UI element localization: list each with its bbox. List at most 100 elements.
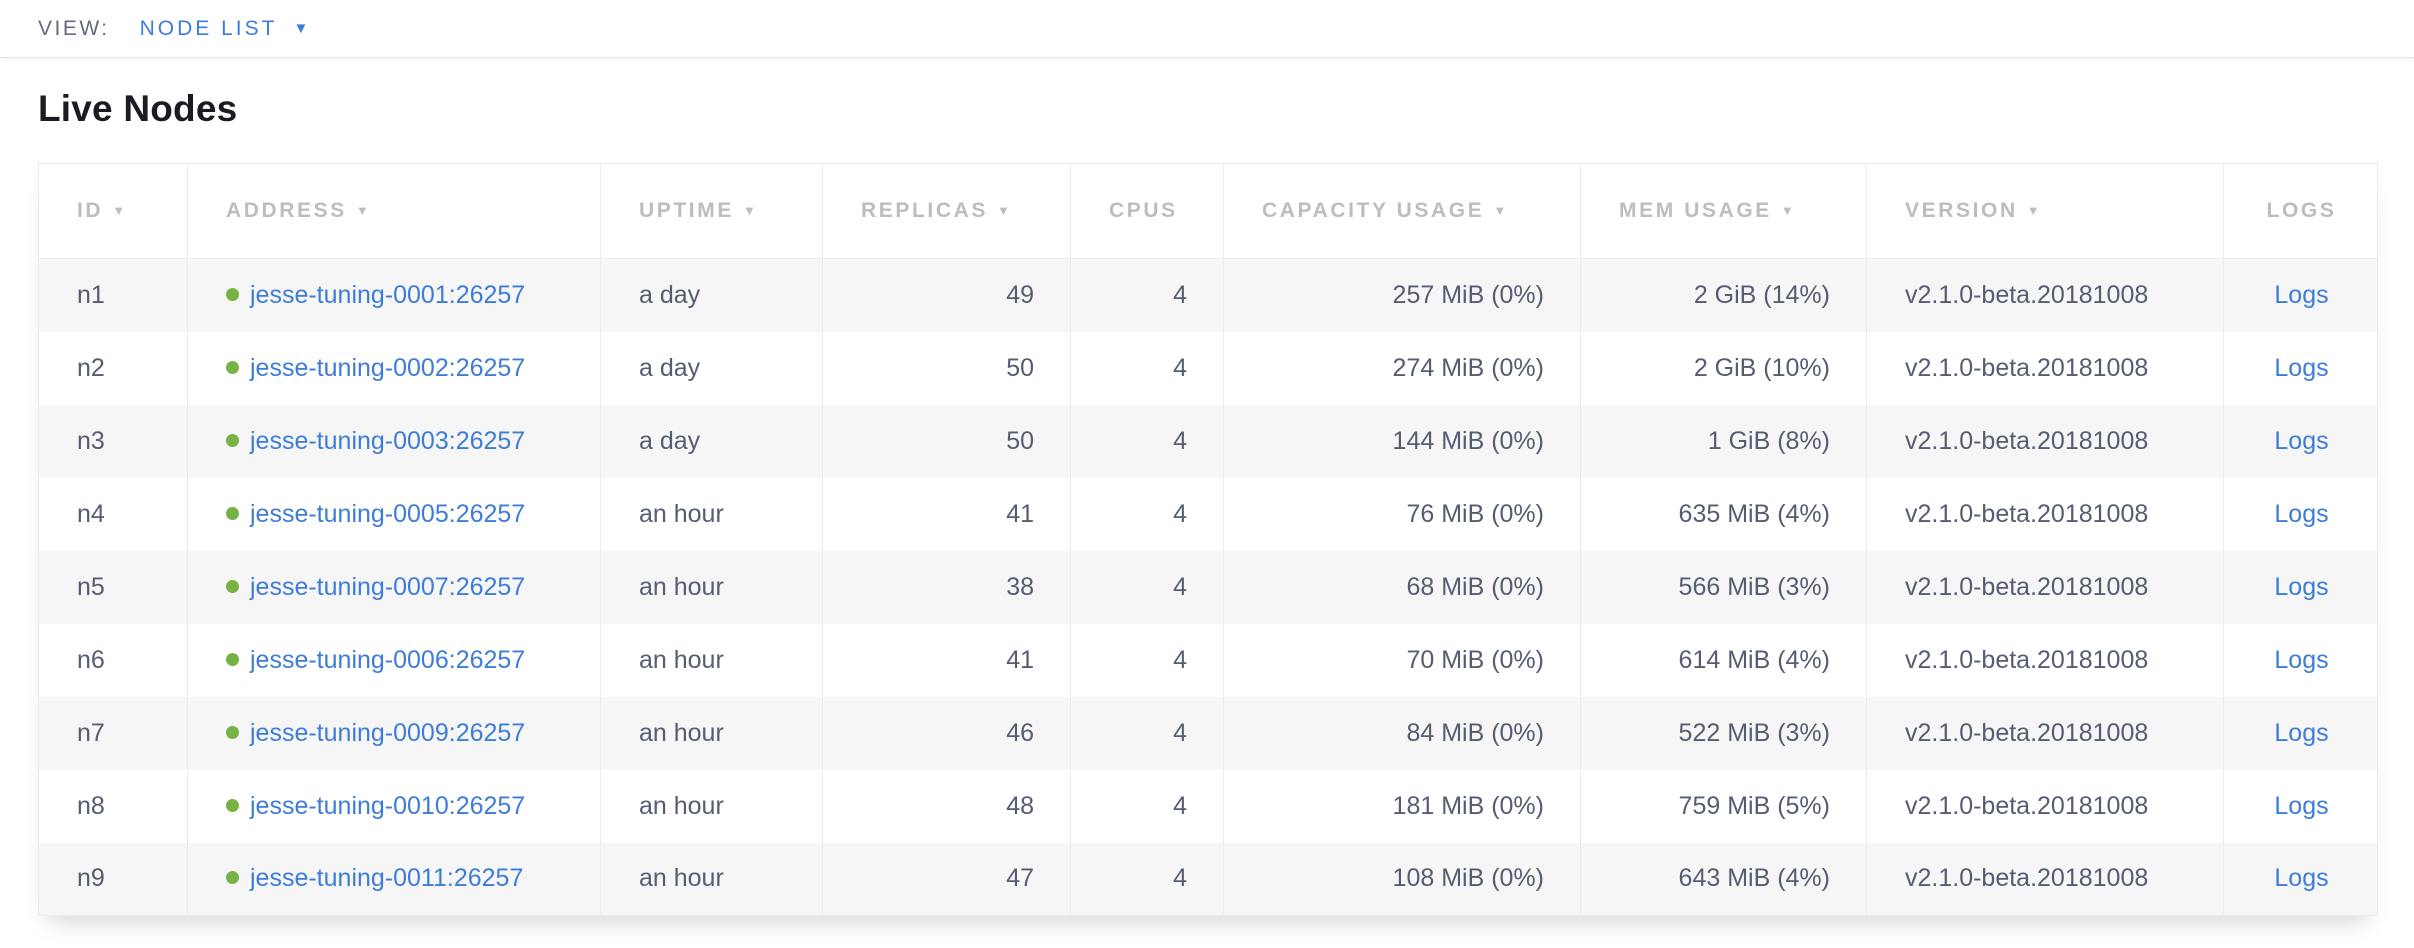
- sort-desc-icon: ▼: [112, 203, 128, 218]
- cell-mem: 522 MiB (3%): [1580, 696, 1867, 770]
- cell-uptime: an hour: [600, 842, 823, 916]
- logs-link[interactable]: Logs: [2274, 572, 2329, 601]
- node-address-link[interactable]: jesse-tuning-0010:26257: [250, 791, 526, 820]
- sort-desc-icon: ▼: [1493, 203, 1509, 218]
- cell-cpus: 4: [1070, 331, 1224, 405]
- cell-logs: Logs: [2223, 623, 2378, 697]
- node-address-link[interactable]: jesse-tuning-0005:26257: [250, 499, 526, 528]
- live-nodes-table: ID ▼ ADDRESS ▼ UPTIME ▼ REPLICAS ▼ CPUS CAPACITY …: [38, 163, 2378, 916]
- column-header-label: ID: [77, 199, 104, 222]
- logs-link[interactable]: Logs: [2274, 280, 2329, 309]
- node-address-link[interactable]: jesse-tuning-0001:26257: [250, 280, 526, 309]
- sort-desc-icon: ▼: [742, 203, 759, 218]
- cell-replicas: 50: [822, 331, 1071, 405]
- cell-uptime: an hour: [600, 477, 823, 551]
- cell-address: jesse-tuning-0011:26257: [187, 842, 601, 916]
- page-title: Live Nodes: [38, 88, 238, 129]
- cell-version: v2.1.0-beta.20181008: [1866, 258, 2224, 332]
- cell-cpus: 4: [1070, 842, 1224, 916]
- cell-id: n4: [77, 499, 105, 528]
- logs-link[interactable]: Logs: [2274, 645, 2329, 674]
- cell-version: v2.1.0-beta.20181008: [1866, 550, 2224, 624]
- logs-link[interactable]: Logs: [2274, 791, 2329, 820]
- column-header-label: ADDRESS: [226, 199, 347, 222]
- cell-capacity: 68 MiB (0%): [1223, 550, 1581, 624]
- cell-id: n7: [77, 718, 105, 747]
- node-address-link[interactable]: jesse-tuning-0006:26257: [250, 645, 526, 674]
- cell-cpus: 4: [1070, 404, 1224, 478]
- cell-capacity: 108 MiB (0%): [1223, 842, 1581, 916]
- node-healthy-status-icon: [226, 506, 239, 520]
- table-row: n5 jesse-tuning-0007:26257 an hour 38 4 68 Mi…: [38, 550, 2378, 624]
- cell-replicas: 41: [822, 623, 1071, 697]
- cell-uptime: an hour: [600, 623, 823, 697]
- table-row: n1 jesse-tuning-0001:26257 a day 49 4 257 MiB…: [38, 258, 2378, 332]
- cell-logs: Logs: [2223, 404, 2378, 478]
- sort-desc-icon: ▼: [996, 203, 1013, 218]
- cell-id: n6: [77, 645, 105, 674]
- node-address-link[interactable]: jesse-tuning-0003:26257: [250, 426, 526, 455]
- column-header-mem[interactable]: MEM USAGE ▼: [1580, 163, 1867, 259]
- cell-uptime: an hour: [600, 769, 823, 843]
- cell-version: v2.1.0-beta.20181008: [1866, 404, 2224, 478]
- column-header-logs: LOGS: [2223, 163, 2378, 259]
- node-healthy-status-icon: [226, 871, 239, 885]
- cell-replicas: 50: [822, 404, 1071, 478]
- cell-mem: 2 GiB (14%): [1580, 258, 1867, 332]
- cell-id: n5: [77, 572, 105, 601]
- cell-address: jesse-tuning-0002:26257: [187, 331, 601, 405]
- node-healthy-status-icon: [226, 798, 239, 812]
- cell-capacity: 70 MiB (0%): [1223, 623, 1581, 697]
- cell-version: v2.1.0-beta.20181008: [1866, 331, 2224, 405]
- cell-id: n2: [77, 353, 105, 382]
- column-header-capacity[interactable]: CAPACITY USAGE ▼: [1223, 163, 1581, 259]
- column-header-label: CAPACITY USAGE: [1262, 199, 1485, 222]
- cell-mem: 614 MiB (4%): [1580, 623, 1867, 697]
- view-bar: VIEW: NODE LIST ▼: [0, 0, 2414, 58]
- logs-link[interactable]: Logs: [2274, 353, 2329, 382]
- cell-capacity: 84 MiB (0%): [1223, 696, 1581, 770]
- cell-logs: Logs: [2223, 769, 2378, 843]
- cell-logs: Logs: [2223, 477, 2378, 551]
- cell-address: jesse-tuning-0003:26257: [187, 404, 601, 478]
- cell-replicas: 46: [822, 696, 1071, 770]
- cell-uptime: a day: [600, 331, 823, 405]
- cell-mem: 643 MiB (4%): [1580, 842, 1867, 916]
- cell-version: v2.1.0-beta.20181008: [1866, 769, 2224, 843]
- logs-link[interactable]: Logs: [2274, 426, 2329, 455]
- column-header-address[interactable]: ADDRESS ▼: [187, 163, 601, 259]
- node-address-link[interactable]: jesse-tuning-0007:26257: [250, 572, 526, 601]
- node-healthy-status-icon: [226, 725, 239, 739]
- cell-cpus: 4: [1070, 258, 1224, 332]
- column-header-uptime[interactable]: UPTIME ▼: [600, 163, 823, 259]
- column-header-version[interactable]: VERSION ▼: [1866, 163, 2224, 259]
- node-address-link[interactable]: jesse-tuning-0002:26257: [250, 353, 526, 382]
- table-row: n4 jesse-tuning-0005:26257 an hour 41 4 76 Mi…: [38, 477, 2378, 551]
- cell-address: jesse-tuning-0005:26257: [187, 477, 601, 551]
- column-header-replicas[interactable]: REPLICAS ▼: [822, 163, 1071, 259]
- logs-link[interactable]: Logs: [2274, 864, 2329, 893]
- node-healthy-status-icon: [226, 579, 239, 593]
- cell-replicas: 38: [822, 550, 1071, 624]
- node-address-link[interactable]: jesse-tuning-0009:26257: [250, 718, 526, 747]
- table-row: n2 jesse-tuning-0002:26257 a day 50 4 274 MiB…: [38, 331, 2378, 405]
- view-selector-dropdown[interactable]: NODE LIST ▼: [140, 17, 309, 41]
- cell-logs: Logs: [2223, 331, 2378, 405]
- column-header-label: MEM USAGE: [1619, 199, 1772, 222]
- cell-mem: 759 MiB (5%): [1580, 769, 1867, 843]
- cell-capacity: 181 MiB (0%): [1223, 769, 1581, 843]
- logs-link[interactable]: Logs: [2274, 499, 2329, 528]
- cell-id: n9: [77, 864, 105, 893]
- column-header-id[interactable]: ID ▼: [38, 163, 188, 259]
- logs-link[interactable]: Logs: [2274, 718, 2329, 747]
- chevron-down-icon: ▼: [293, 20, 309, 37]
- cell-version: v2.1.0-beta.20181008: [1866, 842, 2224, 916]
- cell-id: n8: [77, 791, 105, 820]
- cell-replicas: 49: [822, 258, 1071, 332]
- cell-capacity: 76 MiB (0%): [1223, 477, 1581, 551]
- node-address-link[interactable]: jesse-tuning-0011:26257: [250, 864, 524, 893]
- table-row: n8 jesse-tuning-0010:26257 an hour 48 4 181 M…: [38, 769, 2378, 843]
- sort-desc-icon: ▼: [1780, 203, 1797, 218]
- cell-uptime: a day: [600, 404, 823, 478]
- table-header-row: ID ▼ ADDRESS ▼ UPTIME ▼ REPLICAS ▼ CPUS CAPACITY …: [38, 163, 2378, 259]
